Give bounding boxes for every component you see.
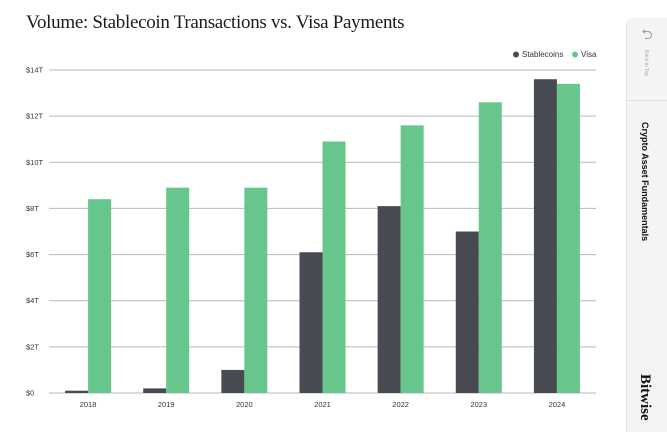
y-tick-label: $10T — [26, 158, 44, 167]
bar-stablecoins-2018 — [65, 390, 89, 393]
legend-marker-visa — [572, 51, 578, 58]
back-to-top-link[interactable]: Back to Top — [643, 50, 649, 77]
bar-visa-2023 — [478, 102, 502, 394]
back-to-top-icon[interactable]: ⮌ — [641, 26, 653, 42]
y-tick-label: $6T — [26, 250, 39, 259]
y-tick-label: $8T — [26, 204, 39, 213]
bar-visa-2019 — [166, 187, 190, 393]
legend-marker-stablecoins — [513, 51, 519, 58]
bar-stablecoins-2021 — [299, 252, 323, 393]
x-tick-label: 2019 — [158, 400, 175, 409]
x-tick-label: 2022 — [392, 400, 409, 409]
y-tick-label: $14T — [26, 66, 44, 75]
y-tick-label: $2T — [26, 342, 39, 351]
sidebar-divider — [627, 100, 667, 101]
section-label[interactable]: Crypto Asset Fundamentals — [640, 122, 650, 242]
x-tick-label: 2020 — [236, 400, 253, 409]
x-tick-label: 2021 — [314, 400, 331, 409]
bar-stablecoins-2020 — [221, 369, 245, 393]
y-tick-label: $0 — [26, 389, 34, 398]
legend-label-stablecoins: Stablecoins — [522, 50, 563, 59]
legend-label-visa: Visa — [581, 50, 597, 59]
x-tick-label: 2023 — [470, 400, 487, 409]
y-tick-label: $4T — [26, 296, 39, 305]
y-tick-label: $12T — [26, 112, 44, 121]
bar-visa-2021 — [322, 141, 346, 393]
chart-title: Volume: Stablecoin Transactions vs. Visa… — [26, 12, 405, 33]
bar-stablecoins-2024 — [533, 79, 557, 393]
bar-visa-2024 — [556, 83, 580, 393]
bar-visa-2022 — [400, 125, 424, 393]
bar-stablecoins-2023 — [455, 231, 479, 393]
x-tick-label: 2018 — [80, 400, 97, 409]
sidebar: ⮌ Back to Top Crypto Asset Fundamentals … — [626, 18, 667, 432]
bar-stablecoins-2022 — [377, 206, 401, 393]
bar-visa-2018 — [88, 199, 112, 393]
brand-logo: Bitwise — [637, 374, 653, 421]
bar-visa-2020 — [244, 187, 268, 393]
x-tick-label: 2024 — [549, 400, 566, 409]
bar-stablecoins-2019 — [143, 388, 167, 393]
bar-chart: $0 $2T $4T $6T $8T $10T $12T $14T 2018 2019 2020 20… — [26, 50, 597, 409]
